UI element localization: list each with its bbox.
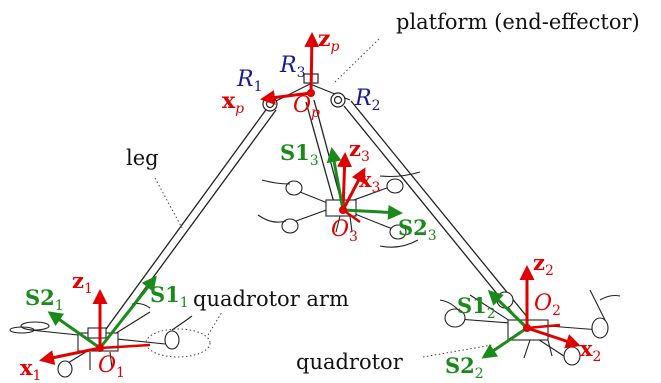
quad1-axes <box>39 275 157 365</box>
quadrotor-label: quadrotor <box>296 350 404 374</box>
quad2-axes <box>481 265 581 359</box>
quad1-origin-label: O1 <box>98 353 125 381</box>
quad3-origin-label: O3 <box>331 217 358 245</box>
quad2-origin-dot <box>523 324 531 332</box>
leg-label: leg <box>126 146 159 170</box>
joint-r3-label: R3 <box>279 53 306 81</box>
joint-r1-label: R1 <box>236 67 263 95</box>
joint-r2-label: R2 <box>354 86 381 114</box>
quadrotor-1 <box>9 302 193 378</box>
quadrotor-arm-label: quadrotor arm <box>193 287 349 311</box>
quadrotor-arm-highlight <box>145 311 223 358</box>
quad3-x-label: x3 <box>359 167 380 196</box>
platform-pointer <box>334 37 381 83</box>
quad1-s1-label: S11 <box>150 282 189 311</box>
quad2-s2-label: S22 <box>445 353 484 382</box>
quad1-z-label: z1 <box>72 268 93 297</box>
quad1-s2-label: S21 <box>25 285 64 314</box>
leg-2 <box>343 100 529 323</box>
quad2-origin-label: O2 <box>534 291 561 319</box>
quad1-origin-dot <box>96 344 104 352</box>
quad3-z-label: z3 <box>349 136 370 165</box>
platform-label: platform (end-effector) <box>396 10 640 34</box>
quad3-axes <box>326 147 403 224</box>
quad1-x-label: x1 <box>20 355 41 383</box>
quad2-x-label: x2 <box>580 336 601 365</box>
quad2-z-label: z2 <box>533 250 554 279</box>
platform-origin-label: Op <box>293 93 320 121</box>
platform-z-label: zp <box>318 26 340 55</box>
quad3-s2-label: S23 <box>398 215 437 244</box>
platform-x-label: xp <box>222 88 244 117</box>
platform-frame-axes <box>260 32 320 105</box>
leg-pointer <box>154 177 183 229</box>
quad3-origin-dot <box>339 206 347 214</box>
quad3-s1-label: S13 <box>280 140 319 169</box>
quad2-s1-label: S12 <box>457 293 496 322</box>
platform-origin-dot <box>307 89 315 97</box>
